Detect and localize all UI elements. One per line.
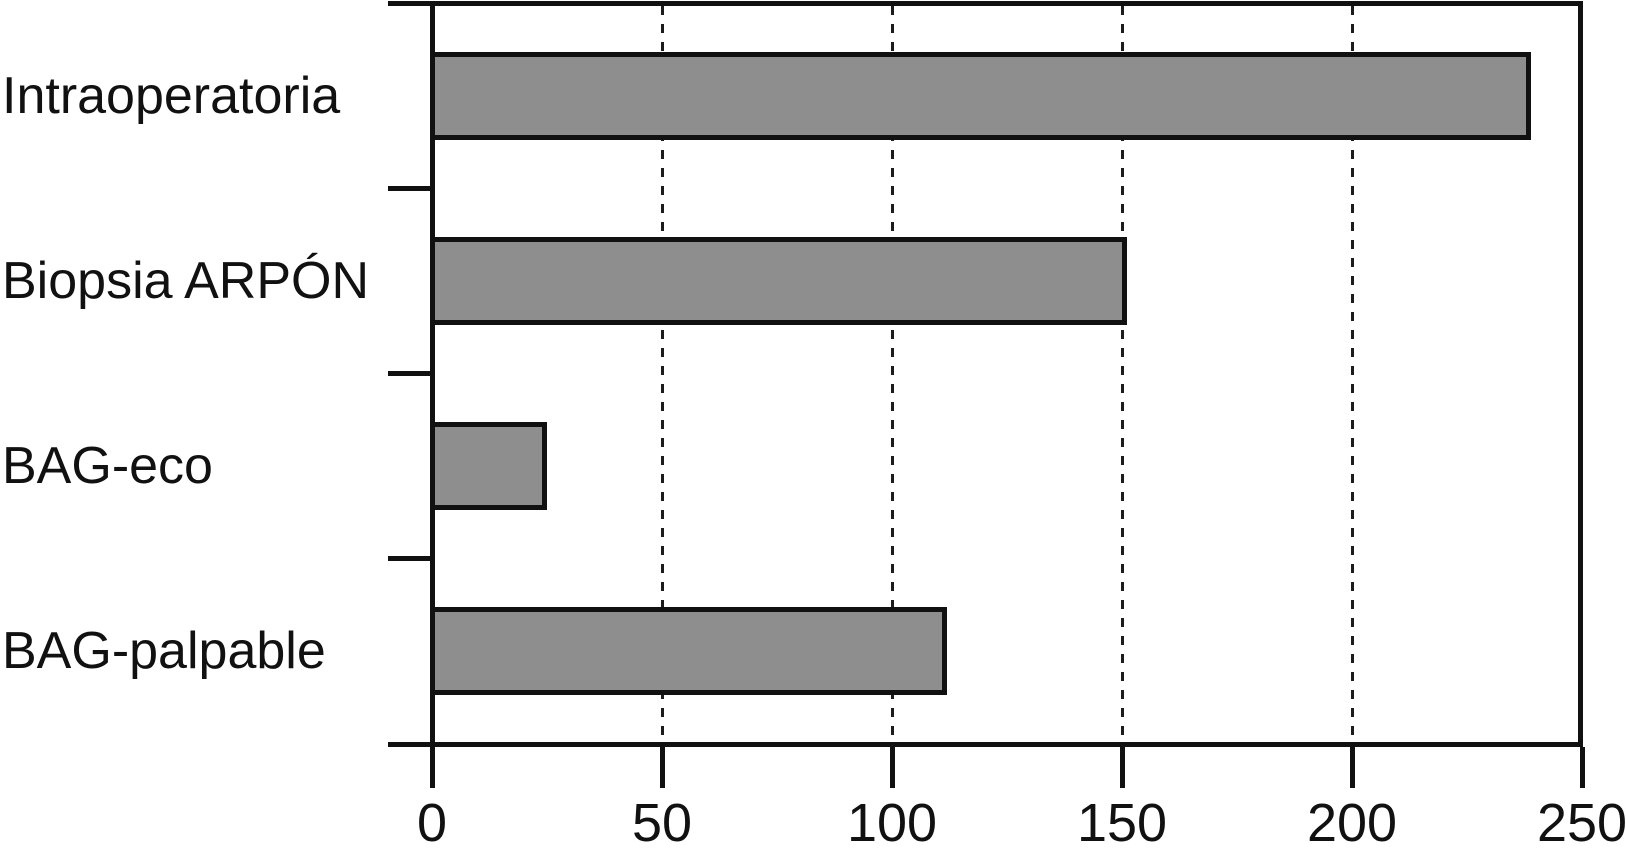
gridline-150	[1120, 6, 1124, 744]
bar-biopsia-arp-n	[430, 237, 1127, 325]
category-label-bag-eco: BAG-eco	[2, 437, 213, 495]
x-axis-tick-100	[890, 747, 895, 788]
x-axis-tick-label-200: 200	[1306, 793, 1398, 853]
x-axis-tick-250	[1580, 747, 1585, 788]
x-axis-tick-label-250: 250	[1536, 793, 1626, 853]
x-axis-tick-0	[430, 747, 435, 788]
y-axis-tick	[388, 556, 432, 561]
gridline-200	[1350, 6, 1354, 744]
x-axis-tick-50	[660, 747, 665, 788]
x-axis-tick-200	[1350, 747, 1355, 788]
gridline-100	[890, 6, 894, 744]
category-label-bag-palpable: BAG-palpable	[2, 622, 326, 680]
x-axis-tick-label-150: 150	[1076, 793, 1168, 853]
bar-bag-eco	[430, 422, 547, 510]
y-axis-tick	[388, 371, 432, 376]
y-axis-tick	[388, 742, 432, 747]
category-label-biopsia-arp-n: Biopsia ARPÓN	[2, 252, 370, 310]
x-axis-tick-150	[1120, 747, 1125, 788]
y-axis-tick	[388, 1, 432, 6]
bar-intraoperatoria	[430, 52, 1531, 140]
x-axis-tick-label-100: 100	[846, 793, 938, 853]
bar-bag-palpable	[430, 607, 947, 695]
x-axis-tick-label-0: 0	[416, 793, 448, 853]
y-axis-tick	[388, 186, 432, 191]
category-label-intraoperatoria: Intraoperatoria	[2, 67, 341, 125]
gridline-50	[660, 6, 664, 744]
x-axis-tick-label-50: 50	[631, 793, 693, 853]
